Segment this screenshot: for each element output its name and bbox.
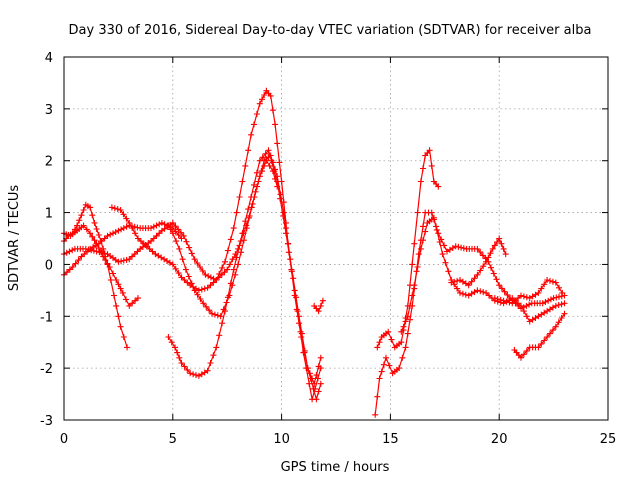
- grid: [64, 57, 608, 420]
- y-axis-label: SDTVAR / TECUs: [7, 185, 22, 292]
- y-tick-label: -3: [40, 414, 53, 429]
- y-tick-label: -2: [40, 362, 53, 377]
- x-tick-label: 10: [273, 432, 290, 447]
- series-markers: [311, 297, 326, 315]
- series-arc-1: [61, 201, 131, 351]
- series-markers: [165, 147, 324, 403]
- chart-title: Day 330 of 2016, Sidereal Day-to-day VTE…: [69, 23, 592, 38]
- series-markers: [511, 310, 568, 361]
- series-arc-14: [491, 277, 566, 307]
- x-tick-label: 25: [600, 432, 617, 447]
- series-arc-8: [311, 297, 326, 315]
- series-line: [513, 313, 566, 359]
- series-line: [63, 204, 128, 348]
- series-line: [376, 149, 439, 348]
- x-axis-label: GPS time / hours: [281, 460, 390, 475]
- x-tick-label: 15: [382, 432, 399, 447]
- series-markers: [491, 277, 566, 307]
- series-markers: [374, 147, 442, 351]
- data-layer: [61, 87, 568, 418]
- x-tick-label: 20: [491, 432, 508, 447]
- y-tick-label: 2: [45, 155, 53, 170]
- series-line: [167, 154, 322, 400]
- series-arc-11: [398, 214, 568, 335]
- plot-frame: [63, 56, 609, 421]
- series-markers: [448, 235, 509, 289]
- series-line: [450, 237, 507, 286]
- y-tick-label: 1: [45, 207, 53, 222]
- series-arc-13: [511, 310, 568, 361]
- series-arc-6: [165, 152, 324, 403]
- y-tick-label: 0: [45, 258, 53, 273]
- series-markers: [165, 152, 324, 403]
- series-markers: [398, 214, 568, 335]
- y-tick-label: 4: [45, 51, 53, 66]
- x-tick-label: 5: [169, 432, 177, 447]
- series-arc-5: [108, 87, 324, 387]
- x-tick-label: 0: [60, 432, 68, 447]
- series-arc-12: [448, 235, 509, 289]
- series-line: [167, 149, 322, 400]
- series-line: [111, 90, 322, 385]
- series-line: [374, 212, 566, 416]
- series-arc-7: [165, 147, 324, 403]
- series-markers: [108, 87, 324, 387]
- y-tick-label: -1: [40, 310, 53, 325]
- ticks: 0 5 10 15 20 25 -3 -2 -1 0 1 2 3 4: [40, 51, 616, 447]
- y-tick-label: 3: [45, 103, 53, 118]
- series-arc-9: [374, 147, 442, 351]
